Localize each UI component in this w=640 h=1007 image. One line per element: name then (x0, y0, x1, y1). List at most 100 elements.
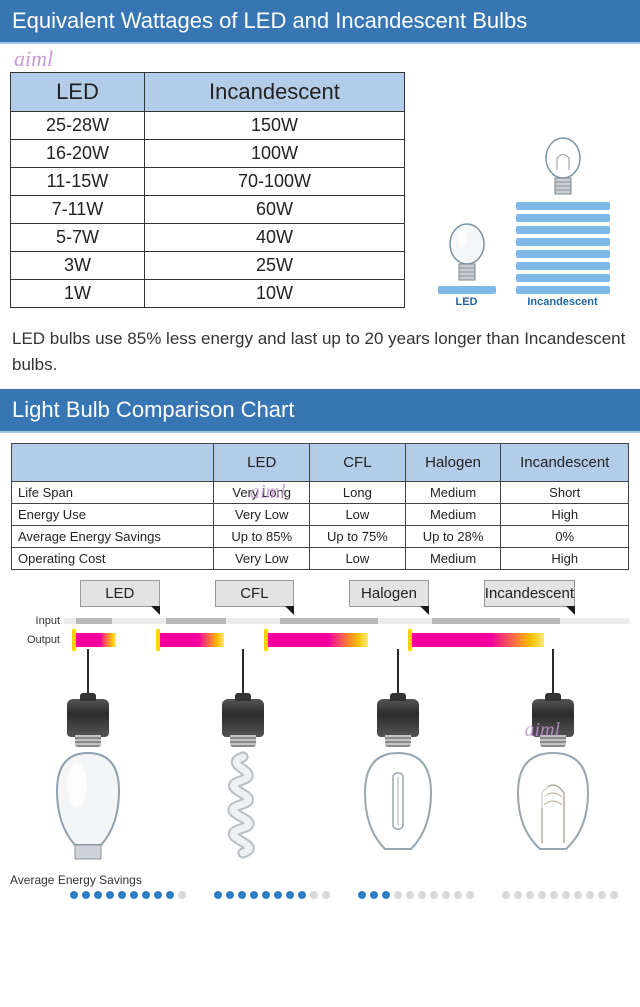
io-diagram: LEDCFLHalogenIncandescent Input Output (0, 576, 640, 647)
bulb-type-tab: Incandescent (484, 580, 575, 607)
table-cell: Energy Use (12, 504, 214, 526)
dot-off (418, 891, 426, 899)
table-cell: Operating Cost (12, 548, 214, 570)
dot-on (142, 891, 150, 899)
incan-bulb-column: Incandescent (516, 136, 610, 308)
dot-on (130, 891, 138, 899)
table-cell: 100W (144, 140, 404, 168)
dot-off (502, 891, 510, 899)
dot-off (562, 891, 570, 899)
table-row: Operating CostVery LowLowMediumHigh (12, 548, 629, 570)
dot-on (274, 891, 282, 899)
input-label: Input (10, 615, 64, 627)
table-cell: 7-11W (11, 196, 145, 224)
table-cell: Medium (405, 482, 501, 504)
dots-group (502, 891, 618, 899)
table-cell: 70-100W (144, 168, 404, 196)
dot-off (514, 891, 522, 899)
dot-off (454, 891, 462, 899)
hanging-incandescent (475, 649, 630, 867)
table-cell: 0% (501, 526, 629, 548)
wattage-caption: LED bulbs use 85% less energy and last u… (0, 316, 640, 389)
wattage-col-header: LED (11, 73, 145, 112)
dots-group (214, 891, 330, 899)
comparison-table: LEDCFLHalogenIncandescent Life SpanVery … (11, 443, 629, 570)
table-row: 11-15W70-100W (11, 168, 405, 196)
dot-off (406, 891, 414, 899)
dot-off (526, 891, 534, 899)
dot-on (262, 891, 270, 899)
dot-off (430, 891, 438, 899)
table-cell: Low (310, 504, 406, 526)
watermark-text-3: aiml (524, 719, 560, 742)
dot-on (382, 891, 390, 899)
dot-off (574, 891, 582, 899)
dot-on (226, 891, 234, 899)
comp-col-header (12, 444, 214, 482)
bar-segment (516, 286, 610, 294)
dot-off (538, 891, 546, 899)
table-cell: Short (501, 482, 629, 504)
cfl-bulb-large-icon (200, 747, 286, 867)
table-row: 3W25W (11, 252, 405, 280)
table-cell: High (501, 504, 629, 526)
led-bulb-icon (445, 220, 489, 286)
dot-on (358, 891, 366, 899)
table-row: 7-11W60W (11, 196, 405, 224)
output-bar (268, 633, 368, 647)
comp-col-header: CFL (310, 444, 406, 482)
dot-on (250, 891, 258, 899)
dot-on (70, 891, 78, 899)
dot-on (370, 891, 378, 899)
bar-segment (516, 202, 610, 210)
table-cell: 16-20W (11, 140, 145, 168)
table-row: 25-28W150W (11, 112, 405, 140)
table-cell: 150W (144, 112, 404, 140)
hanging-led (10, 649, 165, 867)
dot-off (550, 891, 558, 899)
input-bar (432, 618, 560, 624)
output-label: Output (10, 634, 64, 646)
comp-col-header: LED (214, 444, 310, 482)
table-cell: Up to 85% (214, 526, 310, 548)
dot-on (298, 891, 306, 899)
bar-segment (516, 250, 610, 258)
led-bulb-column: LED (438, 220, 496, 308)
table-cell: 60W (144, 196, 404, 224)
dot-on (166, 891, 174, 899)
input-bar (280, 618, 378, 624)
dot-on (94, 891, 102, 899)
bulb-type-tab: Halogen (349, 580, 429, 607)
halogen-bulb-large-icon (355, 747, 441, 867)
dots-label: Average Energy Savings (10, 873, 630, 887)
bar-segment (516, 226, 610, 234)
table-cell: 11-15W (11, 168, 145, 196)
wattage-col-header: Incandescent (144, 73, 404, 112)
bulb-type-tab: CFL (215, 580, 295, 607)
dot-off (598, 891, 606, 899)
table-cell: Low (310, 548, 406, 570)
table-cell: Medium (405, 504, 501, 526)
wattage-table: LEDIncandescent 25-28W150W16-20W100W11-1… (10, 72, 405, 308)
table-cell: 1W (11, 280, 145, 308)
output-bar (76, 633, 116, 647)
watermark-text: aiml (0, 44, 640, 72)
table-cell: 40W (144, 224, 404, 252)
table-cell: Long (310, 482, 406, 504)
table-cell: Very Low (214, 504, 310, 526)
section-header-wattage: Equivalent Wattages of LED and Incandesc… (0, 0, 640, 44)
dot-on (214, 891, 222, 899)
output-bar (412, 633, 544, 647)
section-header-comparison: Light Bulb Comparison Chart (0, 389, 640, 433)
bar-segment (516, 262, 610, 270)
bar-segment (516, 238, 610, 246)
energy-savings-dots: Average Energy Savings (0, 867, 640, 909)
input-bar (166, 618, 226, 624)
output-bar (160, 633, 224, 647)
dot-off (310, 891, 318, 899)
dot-on (118, 891, 126, 899)
hanging-bulbs-row: aiml (0, 649, 640, 867)
bulb-bars-chart: LED Incandescent (417, 78, 630, 308)
comp-col-header: Halogen (405, 444, 501, 482)
table-row: 1W10W (11, 280, 405, 308)
